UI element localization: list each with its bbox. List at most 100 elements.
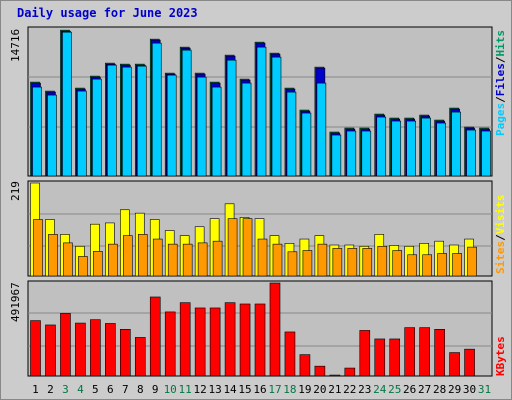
pages-bar — [181, 49, 192, 177]
sites-bar — [317, 243, 328, 277]
day-tick-label: 28 — [433, 383, 446, 396]
sites-bar — [48, 234, 58, 277]
legend-separator: / — [494, 56, 507, 63]
kbytes-bar — [75, 322, 86, 377]
pages-bar — [107, 64, 117, 177]
day-tick-label: 10 — [164, 383, 177, 396]
pages-bar — [331, 134, 342, 177]
pages-bar — [316, 82, 327, 177]
kbytes-legend: KBytes — [494, 336, 507, 376]
pages-bar — [151, 42, 162, 177]
sites-bar — [78, 256, 88, 277]
day-tick-label: 5 — [92, 383, 99, 396]
sites-bar — [212, 240, 223, 277]
chart-title: Daily usage for June 2023 — [17, 6, 198, 20]
kbytes-bar — [194, 307, 206, 377]
pages-bar — [256, 46, 267, 177]
sites-bar — [197, 242, 208, 277]
pages-bar — [196, 76, 207, 177]
sites-bar — [452, 253, 462, 277]
visits-max-label: 219 — [9, 181, 22, 201]
legend-sites: Sites — [494, 241, 507, 274]
legend-separator: / — [494, 234, 507, 241]
day-tick-label: 26 — [403, 383, 416, 396]
pages-bar — [77, 90, 87, 177]
sites-bar — [407, 254, 417, 277]
pages-bar — [421, 117, 431, 177]
day-tick-label: 22 — [343, 383, 356, 396]
day-tick-label: 21 — [328, 383, 341, 396]
day-tick-label: 15 — [238, 383, 251, 396]
kbytes-bar — [389, 338, 401, 377]
pages-bar — [136, 65, 147, 177]
pages-bar — [122, 66, 132, 177]
day-tick-label: 4 — [77, 383, 84, 396]
kbytes-bar — [90, 319, 101, 377]
pages-bar — [271, 56, 282, 177]
sites-bar — [422, 254, 432, 277]
day-tick-label: 11 — [179, 383, 192, 396]
sites-bar — [242, 218, 253, 277]
kbytes-bar — [359, 330, 371, 377]
pages-bar — [62, 31, 72, 177]
sites-bar — [182, 243, 193, 277]
pages-bar — [286, 91, 297, 177]
kbytes-bar — [209, 307, 221, 377]
hits-files-pages-legend: Pages/Files/Hits — [494, 30, 507, 136]
legend-visits: Visits — [494, 195, 507, 235]
kbytes-bar — [314, 365, 326, 377]
legend-hits: Hits — [494, 30, 507, 57]
sites-bar — [63, 242, 73, 277]
kbytes-bar — [164, 311, 176, 377]
sites-bar — [392, 250, 403, 277]
pages-bar — [92, 78, 102, 177]
sites-bar — [347, 248, 358, 277]
day-tick-label: 18 — [283, 383, 296, 396]
kbytes-bar — [374, 338, 386, 377]
day-tick-label: 1 — [32, 383, 39, 396]
pages-bar — [451, 111, 461, 177]
day-tick-label: 17 — [268, 383, 281, 396]
legend-pages: Pages — [494, 103, 507, 136]
day-tick-label: 23 — [358, 383, 371, 396]
pages-bar — [466, 129, 476, 177]
kbytes-bar — [419, 327, 430, 377]
kbytes-bar — [105, 323, 116, 377]
day-tick-label: 20 — [313, 383, 326, 396]
sites-bar — [152, 238, 163, 277]
sites-bar — [362, 248, 373, 277]
sites-bar — [123, 235, 133, 277]
sites-bar — [137, 234, 148, 277]
sites-bar — [257, 238, 268, 277]
sites-bar — [302, 250, 313, 277]
sites-bar — [377, 245, 388, 277]
day-tick-label: 29 — [448, 383, 461, 396]
day-tick-label: 27 — [418, 383, 431, 396]
kbytes-bar — [239, 303, 251, 377]
pages-bar — [211, 86, 222, 177]
kbytes-bar — [464, 348, 475, 377]
kbytes-bar — [269, 282, 281, 377]
kbytes-bar — [434, 329, 445, 377]
sites-bar — [287, 251, 298, 277]
day-tick-label: 12 — [194, 383, 207, 396]
legend-separator: / — [494, 96, 507, 103]
day-tick-label: 6 — [107, 383, 114, 396]
visits-sites-legend: Sites/Visits — [494, 195, 507, 275]
pages-bar — [436, 122, 446, 177]
kbytes-bar — [30, 320, 41, 377]
day-tick-label: 9 — [152, 383, 159, 396]
sites-bar — [437, 253, 447, 277]
sites-bar — [227, 218, 238, 277]
kbytes-bar — [299, 354, 311, 377]
sites-bar — [332, 248, 343, 277]
day-tick-label: 7 — [122, 383, 129, 396]
kbytes-bar — [179, 302, 191, 377]
kbytes-bar — [344, 367, 356, 377]
day-tick-label: 8 — [137, 383, 144, 396]
sites-bar — [167, 243, 178, 277]
kbytes-bar — [404, 327, 415, 377]
hits-max-label: 14716 — [9, 29, 22, 62]
kbytes-bar — [449, 352, 460, 377]
